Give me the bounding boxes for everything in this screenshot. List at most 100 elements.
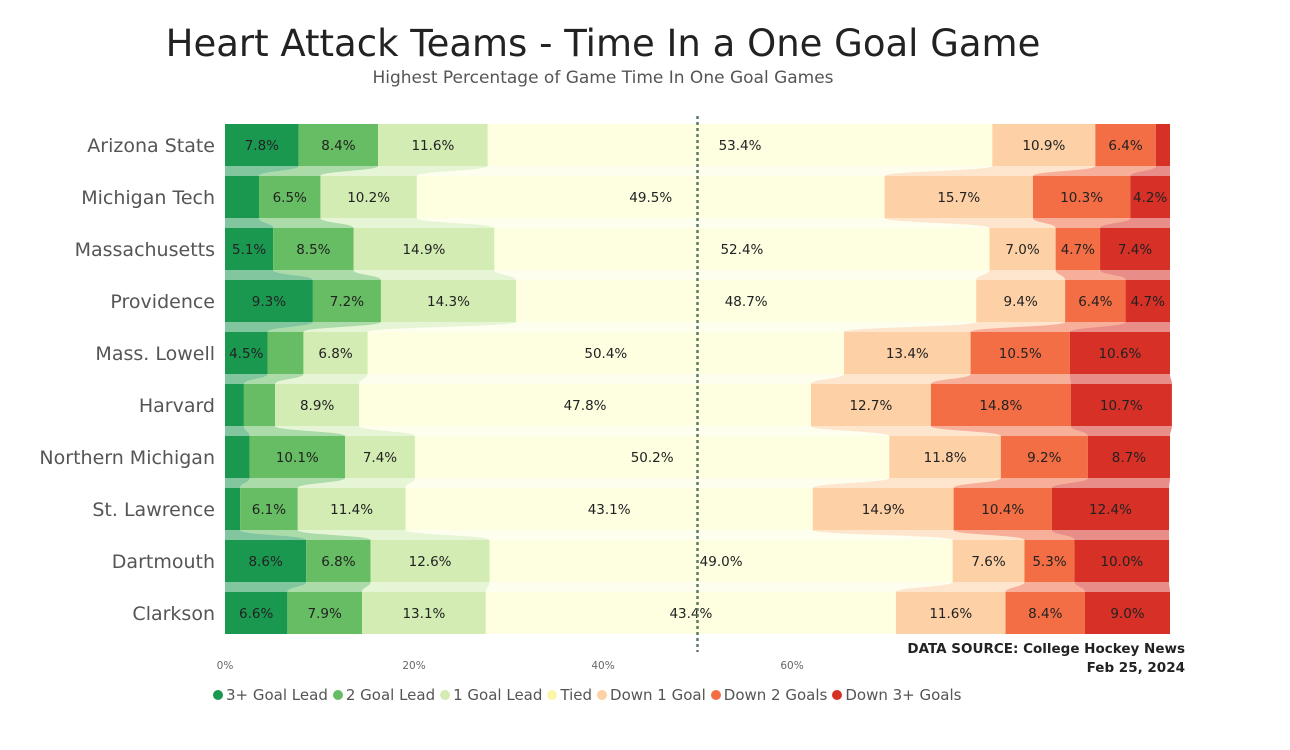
bar-down-2-goals: [1024, 540, 1075, 582]
data-label: 8.4%: [1028, 606, 1062, 622]
bar-down-1-goal: [889, 436, 1001, 478]
ribbon-1-goal-lead: [320, 218, 495, 228]
data-label: 7.4%: [363, 450, 397, 466]
ribbon-1-goal-lead: [297, 478, 415, 488]
bar-2-goal-lead: [287, 592, 363, 634]
ribbon-3-goal-lead: [225, 218, 274, 228]
bar-tied: [485, 592, 896, 634]
bar-1-goal-lead: [303, 332, 368, 374]
row-arizona-state: Arizona State 7.8% 8.4% 11.6% 53.4% 10.9% 6.4%: [87, 124, 1170, 166]
bar-1-goal-lead: [275, 384, 360, 426]
bar-3-goal-lead: [225, 488, 241, 530]
data-label: 4.7%: [1061, 242, 1095, 258]
bar-down-1-goal: [989, 228, 1056, 270]
data-label: 8.7%: [1112, 450, 1146, 466]
ribbon-down-1-goal: [812, 478, 1001, 488]
data-label: 6.6%: [239, 606, 273, 622]
category-label: St. Lawrence: [92, 499, 215, 521]
ribbon-down-1-goal: [843, 322, 1066, 332]
bar-down-3-goals: [1069, 332, 1170, 374]
data-label: 6.4%: [1078, 294, 1112, 310]
bar-2-goal-lead: [259, 176, 321, 218]
ribbon-down-2-goals: [1032, 218, 1131, 228]
bar-down-3-goals: [1074, 540, 1170, 582]
data-label: 10.4%: [981, 502, 1024, 518]
bar-down-2-goals: [930, 384, 1071, 426]
bar-3-goal-lead: [225, 228, 274, 270]
legend-label: 2 Goal Lead: [345, 686, 436, 704]
legend-item-3-goal-lead: 3+ Goal Lead: [213, 686, 328, 704]
legend: 3+ Goal Lead 2 Goal Lead 1 Goal Lead Tied Do…: [213, 686, 966, 704]
bar-tied: [516, 280, 977, 322]
data-label: 10.9%: [1022, 138, 1065, 154]
data-source-date: Feb 25, 2024: [1086, 660, 1185, 676]
row-northern-michigan: Northern Michigan 10.1% 7.4% 50.2% 11.8% 9.2%…: [39, 436, 1170, 478]
ribbon-2-goal-lead: [259, 166, 379, 176]
category-label: Massachusetts: [75, 239, 215, 261]
ribbon-tied: [359, 426, 890, 436]
data-label: 8.9%: [300, 398, 334, 414]
data-label: 11.4%: [330, 502, 373, 518]
bar-down-2-goals: [1032, 176, 1131, 218]
ribbon-tied: [359, 374, 844, 384]
bar-1-goal-lead: [320, 176, 417, 218]
category-label: Dartmouth: [112, 551, 215, 573]
bar-down-3-goals: [1155, 124, 1170, 166]
data-label: 5.1%: [232, 242, 266, 258]
ribbon-down-2-goals: [1055, 270, 1126, 280]
legend-item-tied: Tied: [547, 686, 592, 704]
ribbon-tied: [416, 218, 990, 228]
bar-down-1-goal: [810, 384, 931, 426]
bar-3-goal-lead: [225, 592, 288, 634]
row-clarkson: Clarkson 6.6% 7.9% 13.1% 43.4% 11.6% 8.4% 9.0%: [132, 592, 1170, 634]
bar-down-1-goal: [884, 176, 1033, 218]
bar-down-1-goal: [895, 592, 1006, 634]
stacked-bar-chart: Arizona State 7.8% 8.4% 11.6% 53.4% 10.9% 6.4%…: [39, 116, 1172, 672]
bar-tied: [416, 176, 885, 218]
data-label: 52.4%: [720, 242, 763, 258]
bar-down-3-goals: [1100, 228, 1170, 270]
bar-1-goal-lead: [378, 124, 488, 166]
bar-tied: [414, 436, 890, 478]
data-label: 43.1%: [588, 502, 631, 518]
data-label: 50.4%: [584, 346, 627, 362]
row-mass-lowell: Mass. Lowell 4.5% 6.8% 50.4% 13.4% 10.5% 10.6%: [95, 332, 1170, 374]
bar-down-2-goals: [970, 332, 1070, 374]
bar-tied: [487, 124, 993, 166]
bar-down-3-goals: [1125, 280, 1170, 322]
ribbon-2-goal-lead: [240, 478, 346, 488]
ribbon-down-3-goals: [1100, 270, 1170, 280]
ribbon-1-goal-lead: [320, 166, 488, 176]
ribbon-down-3-goals: [1051, 530, 1170, 540]
bar-2-goal-lead: [243, 384, 276, 426]
bar-tied: [489, 540, 953, 582]
ribbon-tied: [494, 270, 990, 280]
ribbon-down-1-goal: [810, 374, 971, 384]
category-label: Mass. Lowell: [95, 343, 215, 365]
ribbon-1-goal-lead: [353, 270, 517, 280]
legend-label: 1 Goal Lead: [453, 686, 543, 704]
data-label: 47.8%: [564, 398, 607, 414]
ribbon-down-2-goals: [930, 426, 1088, 436]
ribbon-down-1-goal: [810, 426, 1001, 436]
row-dartmouth: Dartmouth 8.6% 6.8% 12.6% 49.0% 7.6% 5.3% 10.0%: [112, 540, 1170, 582]
bar-2-goal-lead: [306, 540, 371, 582]
legend-label: 3+ Goal Lead: [226, 686, 328, 704]
data-label: 10.6%: [1098, 346, 1141, 362]
data-label: 7.2%: [330, 294, 364, 310]
ribbon-tied: [367, 322, 977, 332]
data-label: 11.8%: [924, 450, 967, 466]
ribbon-down-3-goals: [1070, 426, 1172, 436]
data-label: 10.5%: [999, 346, 1042, 362]
data-label: 14.3%: [427, 294, 470, 310]
data-label: 13.1%: [402, 606, 445, 622]
data-label: 8.5%: [296, 242, 330, 258]
bar-2-goal-lead: [298, 124, 379, 166]
ribbon-down-1-goal: [884, 166, 1096, 176]
data-label: 6.1%: [252, 502, 286, 518]
ribbon-down-2-goals: [1005, 582, 1085, 592]
data-label: 4.2%: [1133, 190, 1167, 206]
data-label: 11.6%: [411, 138, 454, 154]
ribbon-2-goal-lead: [243, 426, 346, 436]
legend-dot-icon: [597, 690, 608, 700]
